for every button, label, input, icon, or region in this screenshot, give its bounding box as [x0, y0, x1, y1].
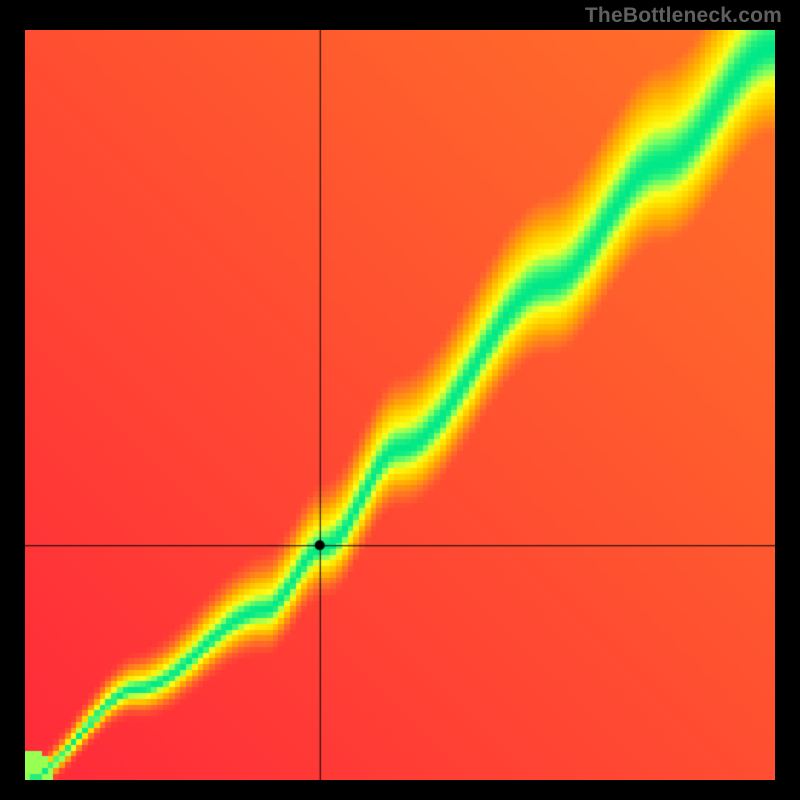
attribution-label: TheBottleneck.com — [585, 4, 782, 28]
bottleneck-heatmap — [25, 30, 775, 780]
chart-container: TheBottleneck.com — [0, 0, 800, 800]
